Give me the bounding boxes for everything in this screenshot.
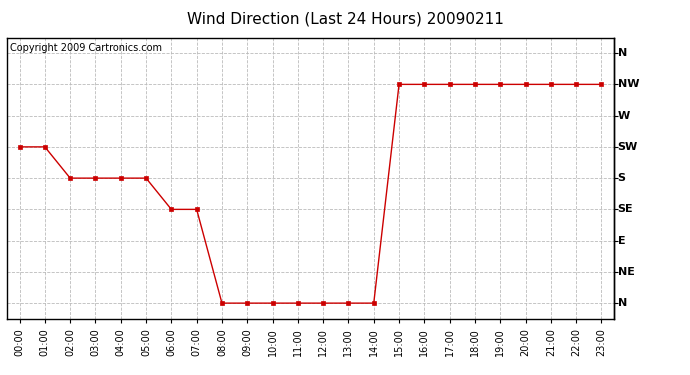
Text: N: N: [618, 298, 627, 308]
Text: Wind Direction (Last 24 Hours) 20090211: Wind Direction (Last 24 Hours) 20090211: [186, 11, 504, 26]
Text: Copyright 2009 Cartronics.com: Copyright 2009 Cartronics.com: [10, 43, 162, 53]
Text: SE: SE: [618, 204, 633, 214]
Text: S: S: [618, 173, 626, 183]
Text: NW: NW: [618, 80, 639, 89]
Text: N: N: [618, 48, 627, 58]
Text: E: E: [618, 236, 625, 246]
Text: SW: SW: [618, 142, 638, 152]
Text: NE: NE: [618, 267, 634, 277]
Text: W: W: [618, 111, 630, 121]
